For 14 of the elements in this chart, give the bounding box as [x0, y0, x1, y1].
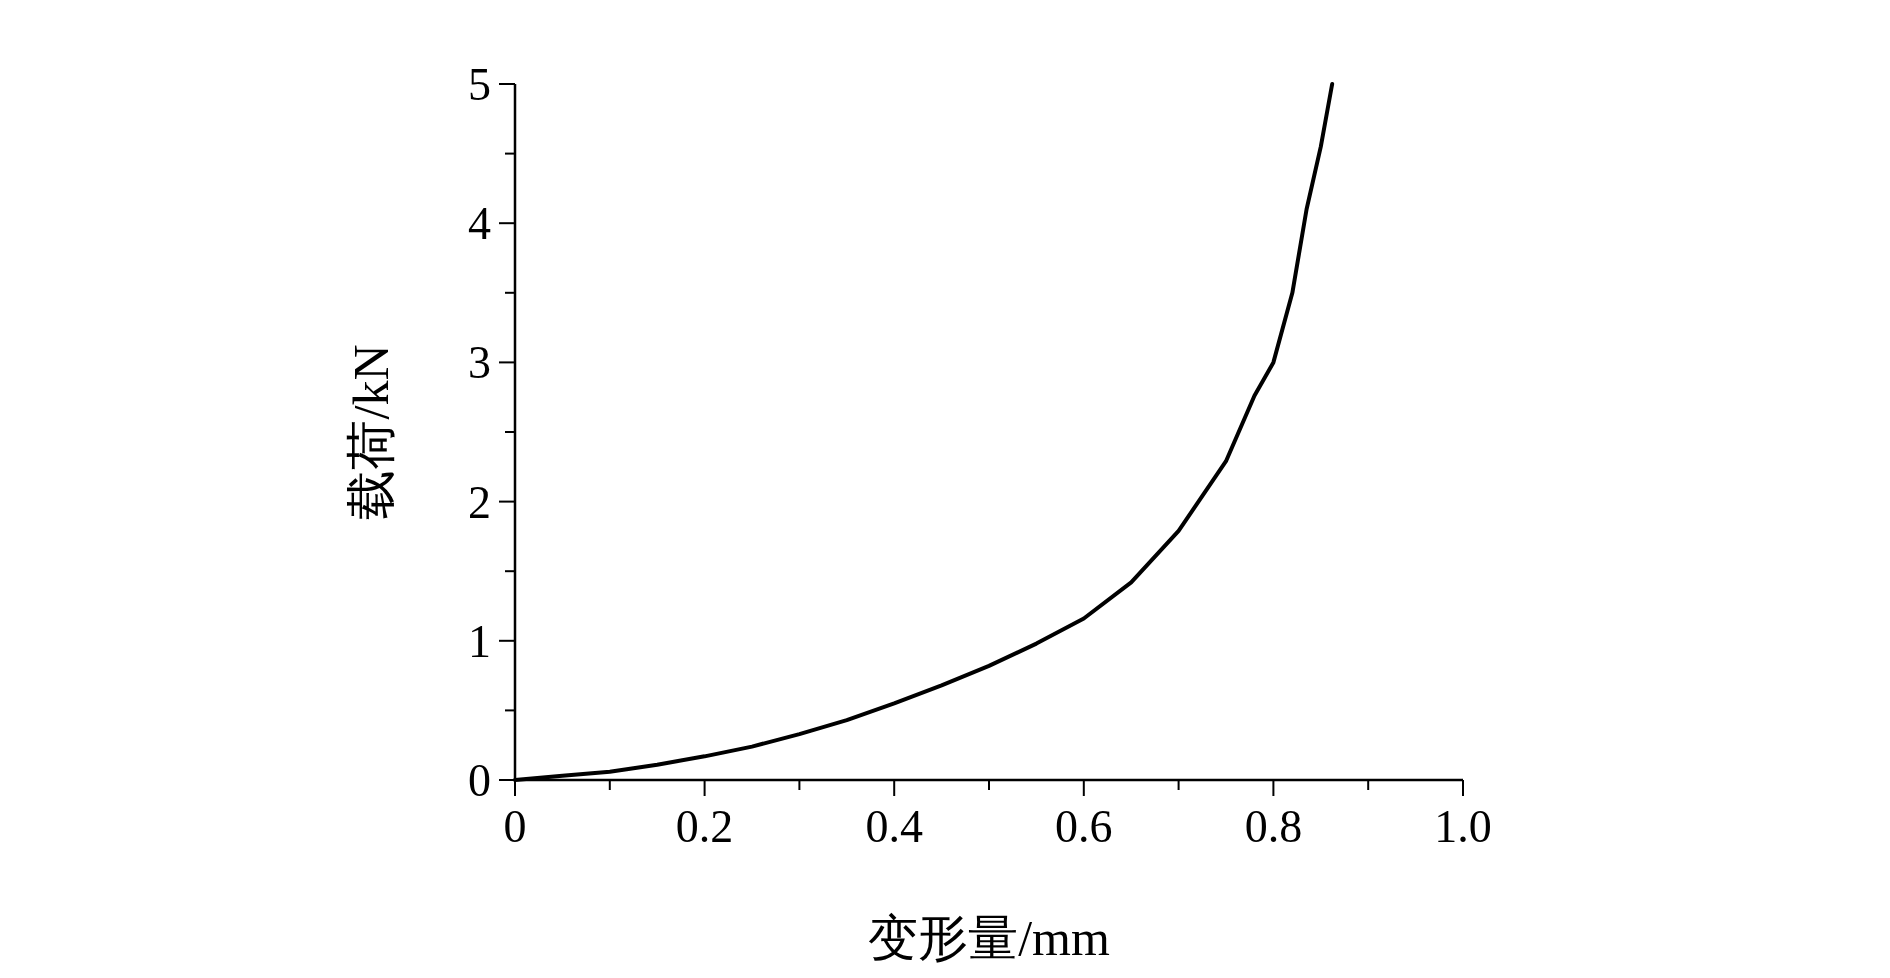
x-tick-label: 1.0 — [1434, 801, 1492, 852]
y-tick-label: 2 — [468, 476, 491, 528]
x-tick-label: 0 — [503, 801, 527, 852]
y-tick-label: 0 — [468, 755, 491, 806]
x-tick-label: 0.4 — [865, 801, 923, 852]
x-tick-label: 0.6 — [1055, 801, 1113, 852]
y-axis-title: 载荷/kN — [343, 344, 399, 520]
y-tick-label: 5 — [468, 59, 491, 110]
x-axis-title: 变形量/mm — [868, 910, 1110, 966]
y-tick-label: 3 — [468, 337, 491, 389]
x-tick-label: 0.8 — [1244, 801, 1303, 852]
x-tick-label: 0.2 — [675, 801, 734, 852]
y-tick-label: 4 — [468, 198, 491, 250]
y-tick-label: 1 — [468, 615, 491, 667]
